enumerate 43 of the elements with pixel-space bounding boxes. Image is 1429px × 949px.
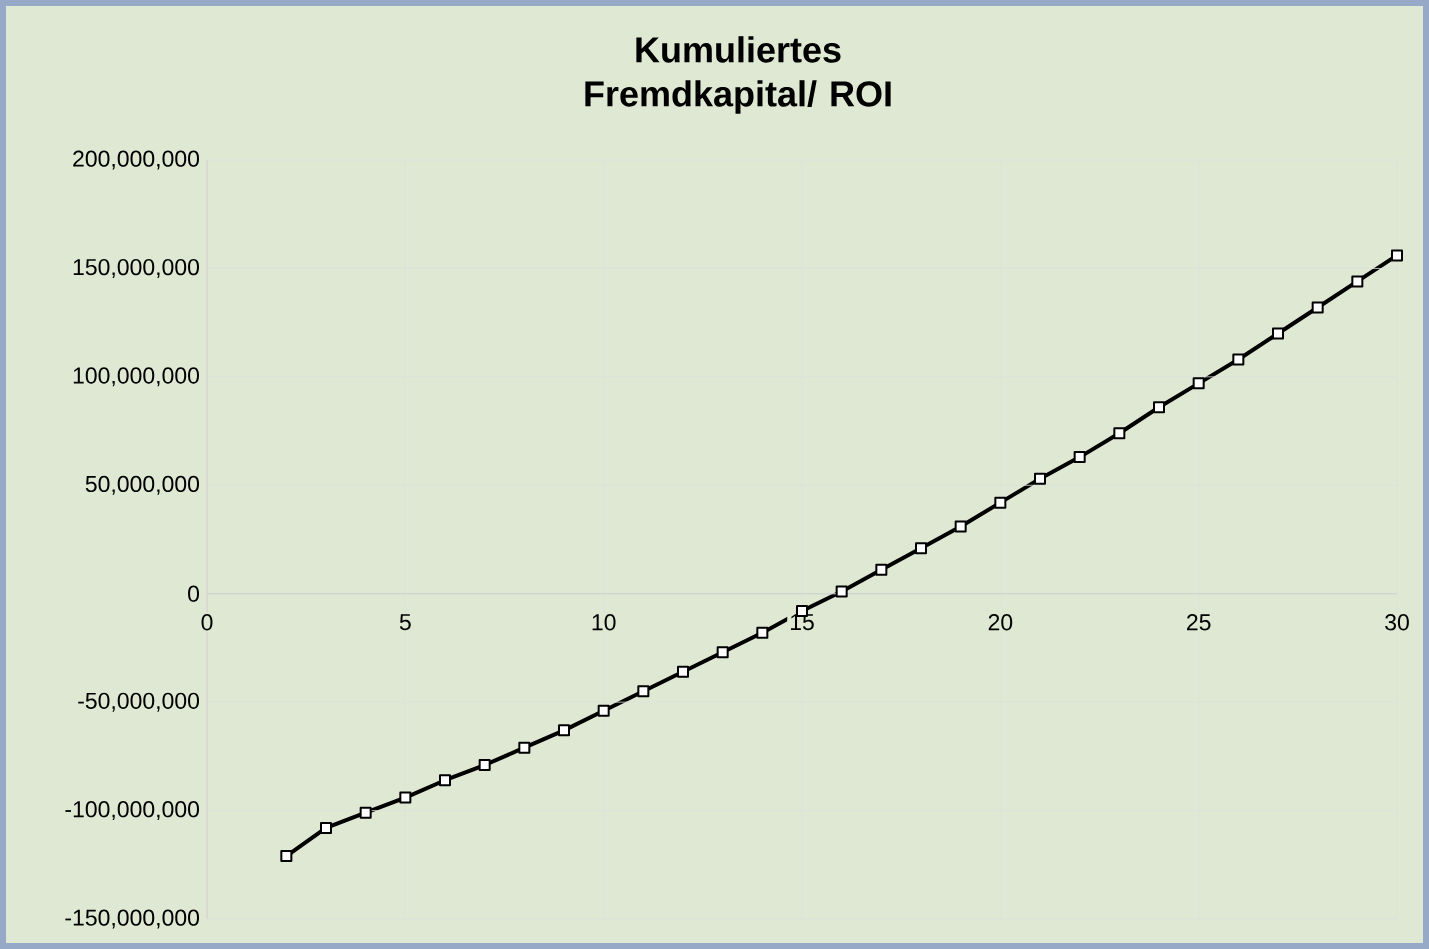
x-tick-label: 10 (592, 614, 616, 631)
point (1272, 327, 1285, 340)
point (1153, 401, 1165, 414)
point (637, 685, 650, 698)
point (835, 585, 848, 598)
point (1232, 353, 1245, 366)
point (1192, 377, 1205, 390)
point (518, 741, 531, 754)
y-tick-label: 200,000,000 (73, 150, 200, 170)
x-tick-label: 5 (399, 614, 411, 631)
point (1034, 472, 1046, 485)
point (1073, 451, 1086, 464)
point (954, 520, 967, 533)
y-tick-label: -150,000,000 (65, 909, 200, 929)
x-tick-label: 25 (1187, 614, 1211, 631)
point (478, 759, 491, 772)
y-tick-label: 0 (188, 585, 200, 602)
y-tick-label: 50,000,000 (85, 475, 200, 495)
point (1351, 275, 1364, 288)
x-tick-label: 0 (201, 614, 213, 631)
point (359, 806, 372, 819)
point (1391, 249, 1404, 262)
x-tick-label: 20 (988, 614, 1013, 631)
chart-title: Kumuliertes Fremdkapital/ ROI (585, 36, 891, 114)
point (558, 724, 570, 737)
y-tick-label: 100,000,000 (73, 367, 200, 387)
point (875, 563, 888, 576)
point (994, 496, 1007, 509)
point (756, 626, 769, 639)
point (677, 665, 690, 678)
x-tick-label: 30 (1385, 614, 1409, 631)
y-tick-label: -100,000,000 (65, 801, 200, 821)
point (399, 791, 412, 804)
point (597, 704, 610, 717)
point (716, 646, 729, 659)
point (915, 542, 928, 555)
y-tick-label: 150,000,000 (73, 258, 200, 278)
point (1113, 427, 1126, 440)
point (1311, 301, 1324, 314)
point (439, 774, 451, 787)
point (280, 850, 293, 863)
point (320, 821, 333, 834)
y-tick-label: -50,000,000 (78, 692, 200, 712)
